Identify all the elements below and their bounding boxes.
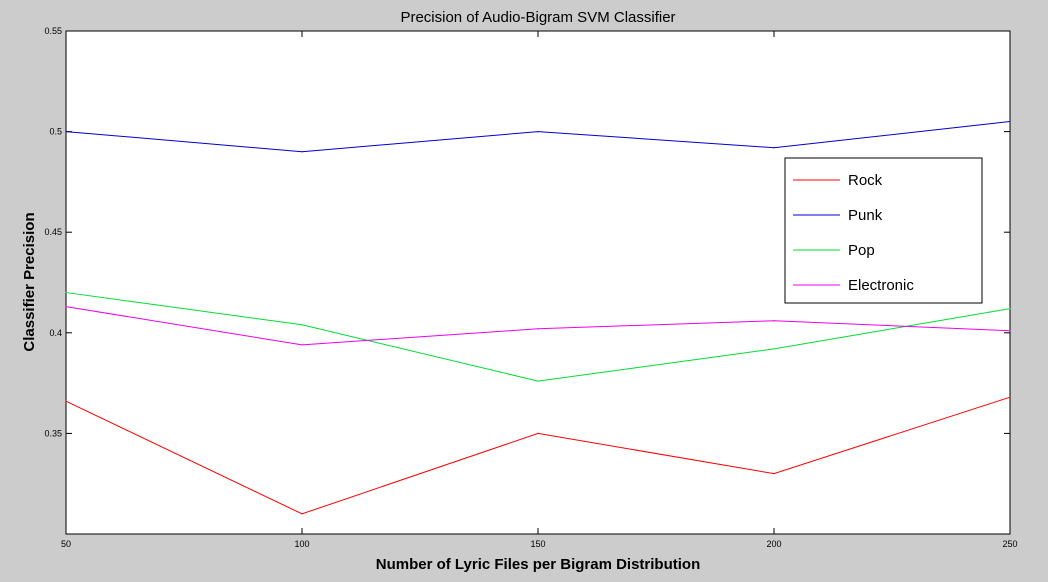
data-point-electronic <box>773 320 775 322</box>
x-tick-label: 250 <box>1002 539 1017 549</box>
data-point-rock <box>537 432 539 434</box>
y-tick-label: 0.35 <box>44 428 62 438</box>
y-tick-label: 0.45 <box>44 227 62 237</box>
data-point-punk <box>301 151 303 153</box>
data-point-punk <box>537 131 539 133</box>
data-point-pop <box>537 380 539 382</box>
legend-label-punk: Punk <box>848 207 883 224</box>
data-point-rock <box>1009 396 1011 398</box>
legend: Rock Punk Pop Electronic <box>784 157 983 304</box>
axis-ticks: 50 100 150 200 250 0.35 0.4 0.45 0.5 0.55 <box>44 26 1017 549</box>
data-point-punk <box>65 131 67 133</box>
data-point-electronic <box>537 328 539 330</box>
x-tick-label: 100 <box>294 539 309 549</box>
data-point-pop <box>65 291 67 294</box>
legend-label-pop: Pop <box>848 242 875 259</box>
legend-label-electronic: Electronic <box>848 277 914 294</box>
data-point-electronic <box>65 306 67 308</box>
y-tick-label: 0.4 <box>49 328 62 338</box>
series-lines <box>65 120 1011 515</box>
x-tick-label: 200 <box>766 539 781 549</box>
data-point-rock <box>773 473 775 475</box>
legend-box <box>784 157 983 304</box>
data-point-punk <box>1009 120 1011 123</box>
y-axis-label: Classifier Precision <box>21 212 38 351</box>
x-tick-label: 150 <box>530 539 545 549</box>
data-point-electronic <box>301 344 303 346</box>
data-point-pop <box>773 348 775 350</box>
y-tick-label: 0.5 <box>49 127 62 137</box>
x-axis-label: Number of Lyric Files per Bigram Distrib… <box>376 556 701 573</box>
y-tick-label: 0.55 <box>44 26 62 36</box>
x-tick-label: 50 <box>61 539 71 549</box>
data-point-pop <box>301 324 303 326</box>
data-point-electronic <box>1009 330 1011 332</box>
data-point-pop <box>1009 308 1011 310</box>
data-point-rock <box>301 513 303 515</box>
data-point-rock <box>65 400 67 402</box>
legend-label-rock: Rock <box>848 172 883 189</box>
chart-title: Precision of Audio-Bigram SVM Classifier <box>400 9 675 26</box>
data-point-punk <box>773 147 775 149</box>
